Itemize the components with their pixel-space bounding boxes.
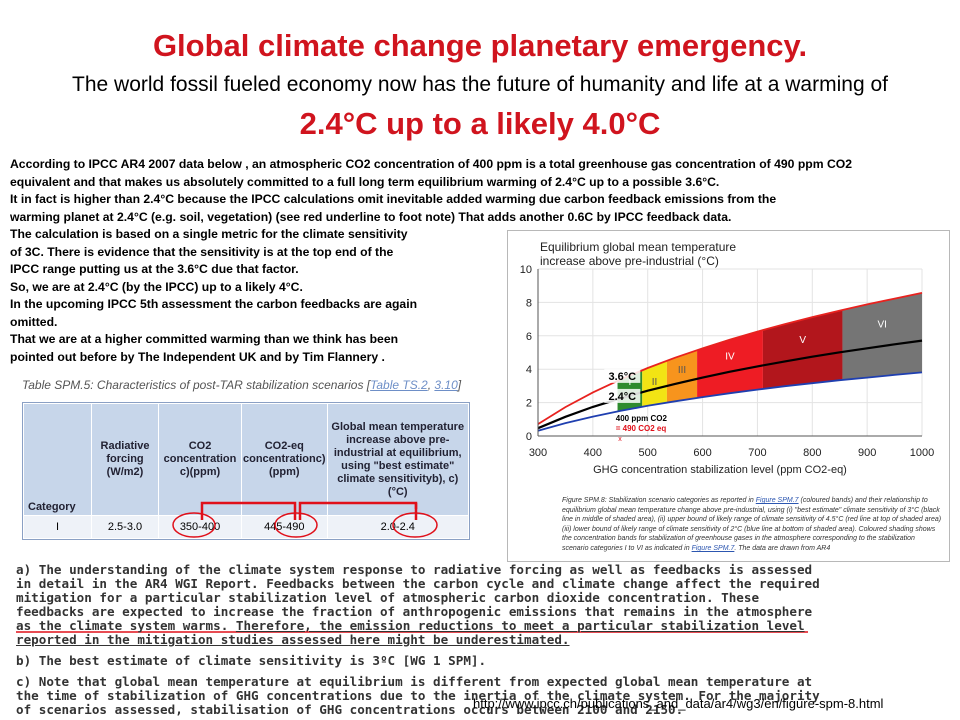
y-tick-label: 10 (520, 264, 532, 276)
chart-caption-text: . The data are drawn from AR4 (734, 544, 831, 552)
footnote-c: c) Note that global mean temperature at … (16, 674, 820, 717)
annotation-co2eq: = 490 CO2 eq (616, 424, 667, 433)
curve-sensitivity-3 (537, 339, 923, 430)
annotation-temp: 3.6°C (608, 371, 636, 383)
slide-subtitle: The world fossil fueled economy now has … (72, 73, 888, 96)
chart-caption-text: Figure SPM.8: Stabilization scenario cat… (562, 497, 756, 504)
chart-caption: Figure SPM.8: Stabilization scenario cat… (562, 496, 942, 554)
intro-line: warming planet at 2.4°C (e.g. soil, vege… (10, 209, 732, 224)
cell-category: I (23, 515, 92, 539)
sensitivity-paragraph: The calculation is based on a single met… (10, 226, 450, 366)
chart-caption-text: (coloured bands) and their relationship … (562, 497, 942, 552)
annotation-bg (604, 368, 641, 383)
sensitivity-line: pointed out before by The Independent UK… (10, 349, 385, 364)
band-iv (697, 330, 763, 398)
band-iii (666, 350, 698, 403)
header-forcing: Radiative forcing (W/m2) (91, 403, 159, 516)
table-link-ts2[interactable]: Table TS.2 (370, 378, 428, 392)
cell-forcing: 2.5-3.0 (91, 515, 159, 539)
sensitivity-line: That we are at a higher committed warmin… (10, 332, 399, 346)
slide-headline: 2.4°C up to a likely 4.0°C (299, 106, 661, 141)
caption-text: Table SPM.5: Characteristics of post-TAR… (22, 378, 371, 392)
intro-line: It in fact is higher than 2.4°C because … (10, 192, 777, 206)
table-caption: Table SPM.5: Characteristics of post-TAR… (22, 378, 461, 392)
x-tick-label: 400 (584, 447, 602, 459)
y-tick-label: 0 (526, 431, 532, 443)
chart-frame (507, 230, 950, 562)
caption-separator: , (427, 378, 435, 392)
x-tick-label: 300 (529, 447, 547, 459)
curve-sensitivity-4.5 (537, 292, 923, 425)
header-co2: CO2 concentration c)(ppm) (158, 403, 242, 516)
sensitivity-line: In the upcoming IPCC 5th assessment the … (10, 297, 418, 311)
table-link-310[interactable]: 3.10 (434, 378, 458, 392)
band-ii (642, 360, 667, 407)
band-label-v: V (799, 335, 806, 346)
header-co2eq: CO2-eq concentrationc) (ppm) (241, 403, 328, 516)
header-temperature: Global mean temperature increase above p… (326, 403, 469, 516)
source-url[interactable]: http://www.ipcc.ch/publications_and_data… (473, 696, 884, 711)
caption-end: ] (457, 378, 462, 392)
annotation-bg (604, 388, 641, 403)
intro-paragraph: According to IPCC AR4 2007 data below , … (10, 156, 900, 226)
footnote-b: b) The best estimate of climate sensitiv… (16, 653, 487, 668)
x-tick-label: 600 (693, 447, 711, 459)
footnote-a: a) The understanding of the climate syst… (16, 563, 831, 647)
sensitivity-line: IPCC range putting us at the 3.6°C due t… (10, 262, 299, 276)
curve-sensitivity-2 (537, 371, 923, 432)
band-label-iii: III (678, 365, 686, 376)
slide-title: Global climate change planetary emergenc… (152, 28, 808, 63)
band-v (762, 309, 843, 389)
caption-link-spm7[interactable]: Figure SPM.7 (691, 544, 735, 552)
y-tick-label: 6 (526, 331, 532, 343)
annotation-temp: 2.4°C (608, 391, 636, 403)
table-footnotes: a) The understanding of the climate syst… (16, 563, 831, 717)
sensitivity-line: of 3C. There is evidence that the sensit… (10, 244, 394, 259)
intro-line: According to IPCC AR4 2007 data below , … (10, 157, 853, 171)
footnote-a-underlined: Therefore, the emission reductions to me… (16, 618, 805, 647)
band-label-vi: VI (878, 320, 887, 331)
y-tick-label: 8 (526, 297, 532, 309)
x-tick-label: 800 (803, 447, 821, 459)
x-tick-label: 900 (858, 447, 876, 459)
band-label-iv: IV (725, 352, 735, 363)
x-axis-label: GHG concentration stabilization level (p… (593, 464, 847, 476)
band-label-ii: II (652, 377, 658, 388)
chart-title: Equilibrium global mean temperature incr… (540, 240, 737, 268)
header-category: Category (23, 403, 92, 516)
sensitivity-line: So, we are at 2.4°C (by the IPCC) up to … (10, 279, 303, 294)
sensitivity-line: The calculation is based on a single met… (10, 227, 408, 241)
x-tick-label: 500 (639, 447, 657, 459)
y-tick-label: 2 (526, 398, 532, 410)
caption-link-spm7[interactable]: Figure SPM.7 (755, 497, 799, 504)
sensitivity-line: omitted. (10, 314, 58, 329)
x-tick-label: 1000 (910, 447, 934, 459)
intro-line: equivalent and that makes us absolutely … (10, 174, 720, 189)
band-vi (842, 292, 922, 380)
x-tick-label: 700 (748, 447, 766, 459)
footnote-a-text: a) The understanding of the climate syst… (16, 562, 820, 633)
y-tick-label: 4 (526, 364, 532, 376)
annotation-marker: x (618, 436, 622, 443)
annotation-ppm: 400 ppm CO2 (616, 414, 668, 423)
